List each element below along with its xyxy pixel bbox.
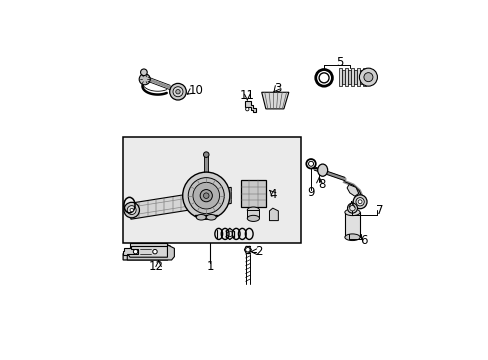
Polygon shape: [356, 68, 359, 86]
Polygon shape: [362, 68, 365, 86]
Circle shape: [169, 84, 186, 100]
Polygon shape: [127, 246, 174, 260]
Text: 6: 6: [360, 234, 367, 247]
Circle shape: [363, 73, 372, 82]
Polygon shape: [359, 70, 362, 84]
Text: 5: 5: [335, 55, 342, 68]
Ellipse shape: [206, 215, 216, 220]
Bar: [247, 210, 259, 219]
Polygon shape: [353, 70, 356, 84]
Text: 8: 8: [318, 178, 325, 191]
Circle shape: [127, 206, 136, 215]
Circle shape: [355, 198, 364, 206]
Polygon shape: [269, 208, 278, 221]
Circle shape: [200, 190, 212, 202]
Circle shape: [193, 183, 219, 209]
Circle shape: [130, 208, 133, 212]
Text: 11: 11: [239, 89, 254, 102]
Circle shape: [349, 205, 354, 211]
Bar: [123, 138, 300, 243]
Circle shape: [183, 172, 229, 219]
Polygon shape: [350, 68, 353, 86]
Bar: [217, 230, 220, 238]
Polygon shape: [339, 68, 342, 86]
Circle shape: [152, 249, 157, 254]
Circle shape: [133, 249, 138, 254]
Polygon shape: [131, 187, 231, 219]
Text: 3: 3: [274, 82, 281, 95]
Text: 9: 9: [306, 186, 314, 199]
Polygon shape: [261, 92, 288, 109]
Circle shape: [352, 195, 366, 209]
Circle shape: [357, 200, 361, 204]
Ellipse shape: [344, 234, 359, 240]
Text: 1: 1: [206, 260, 214, 273]
Bar: [344, 212, 359, 237]
Circle shape: [347, 203, 357, 213]
Polygon shape: [123, 243, 167, 255]
Circle shape: [188, 177, 224, 214]
Polygon shape: [123, 244, 170, 260]
Text: 12: 12: [148, 260, 163, 273]
Ellipse shape: [247, 207, 259, 213]
Text: 7: 7: [375, 203, 383, 217]
Text: 2: 2: [255, 245, 262, 258]
Circle shape: [123, 202, 139, 218]
Ellipse shape: [196, 215, 206, 220]
Circle shape: [245, 108, 248, 111]
Ellipse shape: [344, 209, 359, 216]
Circle shape: [359, 68, 377, 86]
Circle shape: [203, 152, 208, 157]
Polygon shape: [342, 70, 345, 84]
Polygon shape: [346, 185, 358, 196]
Circle shape: [140, 69, 147, 76]
Circle shape: [173, 87, 183, 97]
Polygon shape: [347, 70, 350, 84]
Polygon shape: [365, 70, 367, 84]
Bar: [241, 180, 265, 207]
Polygon shape: [345, 68, 347, 86]
Text: 10: 10: [188, 84, 203, 97]
Polygon shape: [244, 102, 256, 112]
Ellipse shape: [317, 164, 327, 176]
Circle shape: [175, 90, 180, 94]
Text: 4: 4: [269, 188, 277, 201]
Circle shape: [139, 74, 150, 85]
Circle shape: [245, 247, 249, 252]
Ellipse shape: [247, 215, 259, 221]
Circle shape: [203, 193, 208, 198]
